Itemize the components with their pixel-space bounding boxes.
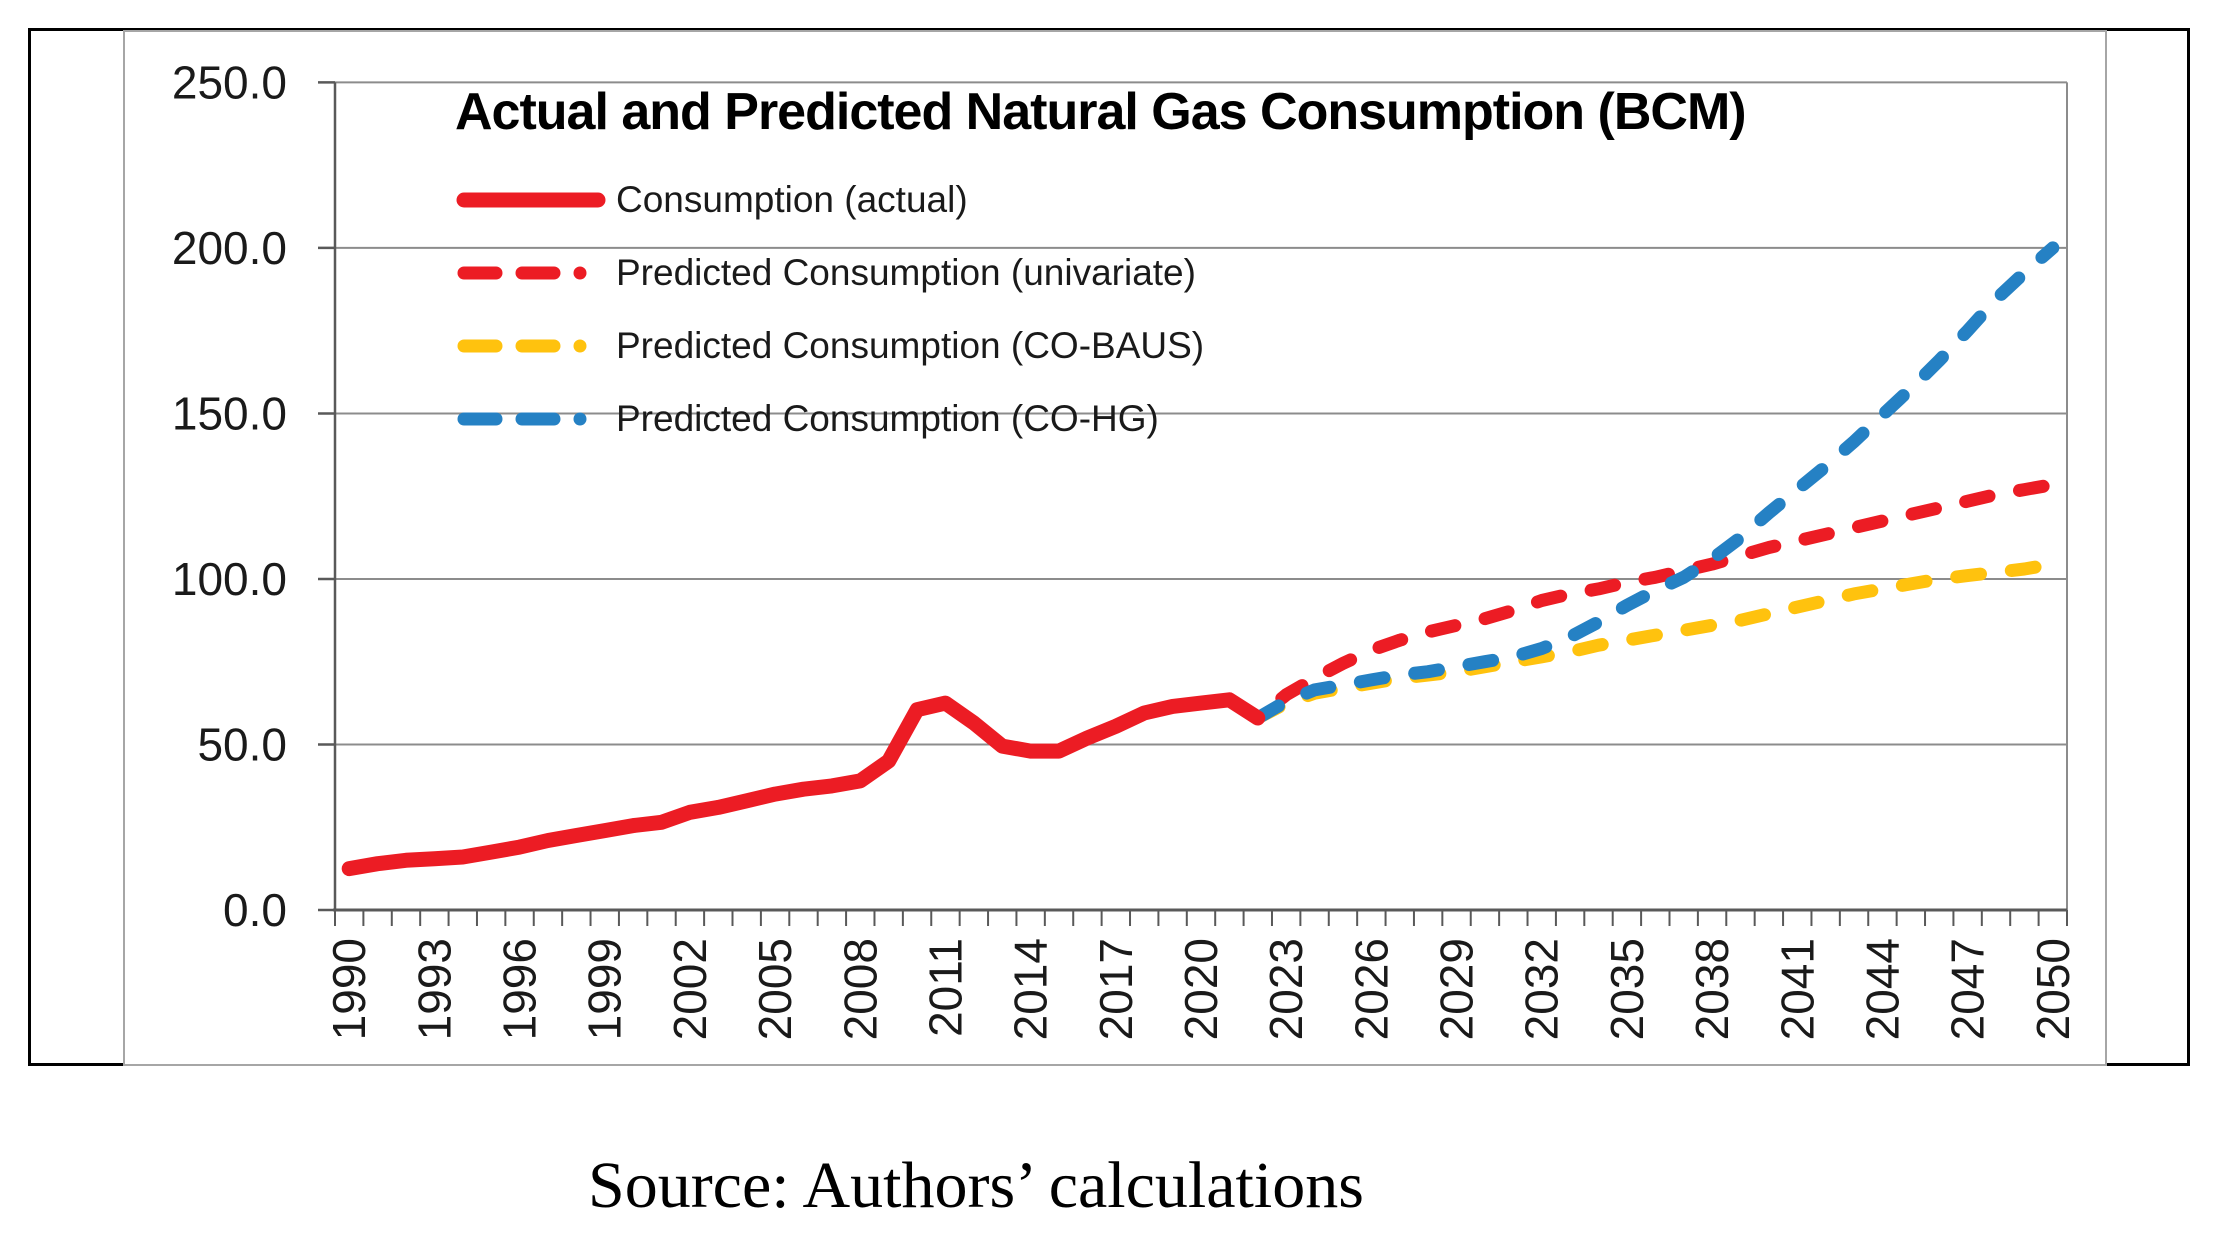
x-tick-label: 2008 xyxy=(834,938,886,1040)
x-tick-label: 2014 xyxy=(1005,938,1057,1040)
y-tick-label: 0.0 xyxy=(223,884,287,936)
y-tick-label: 100.0 xyxy=(172,553,287,605)
legend-label-co-hg: Predicted Consumption (CO-HG) xyxy=(616,398,1159,439)
x-tick-label: 2038 xyxy=(1686,938,1738,1040)
x-tick-label: 2002 xyxy=(664,938,716,1040)
y-tick-label: 250.0 xyxy=(172,56,287,108)
chart-legend: Consumption (actual) Predicted Consumpti… xyxy=(456,176,1204,468)
series-path-univariate xyxy=(1251,478,2060,725)
legend-label-actual: Consumption (actual) xyxy=(616,179,968,220)
y-tick-label: 200.0 xyxy=(172,222,287,274)
x-tick-label: 2041 xyxy=(1771,938,1823,1040)
x-tick-label: 2005 xyxy=(749,938,801,1040)
y-tick-label: 50.0 xyxy=(197,718,287,770)
x-tick-label: 2029 xyxy=(1431,938,1483,1040)
x-tick-label: 1990 xyxy=(323,938,375,1040)
x-tick-label: 2047 xyxy=(1942,938,1994,1040)
x-tick-label: 2023 xyxy=(1260,938,1312,1040)
series-path-co-baus xyxy=(1251,557,2060,725)
x-tick-label: 2044 xyxy=(1856,938,1908,1040)
series-path-actual xyxy=(341,692,1266,877)
x-tick-label: 2050 xyxy=(2027,938,2079,1040)
chart-title: Actual and Predicted Natural Gas Consump… xyxy=(455,83,1747,141)
x-tick-label: 2011 xyxy=(919,938,971,1037)
legend-key-univariate-line xyxy=(457,266,605,280)
x-tick-label: 2017 xyxy=(1090,938,1142,1040)
x-tick-label: 1996 xyxy=(494,938,546,1040)
legend-label-univariate: Predicted Consumption (univariate) xyxy=(616,252,1196,293)
legend-item-co-baus: Predicted Consumption (CO-BAUS) xyxy=(456,322,1204,370)
x-tick-label: 2035 xyxy=(1601,938,1653,1040)
legend-label-co-baus: Predicted Consumption (CO-BAUS) xyxy=(616,325,1205,366)
source-caption: Source: Authors’ calculations xyxy=(588,1149,1364,1222)
legend-key-co-hg-line xyxy=(457,412,605,426)
series-path-co-hg xyxy=(1251,241,2060,725)
legend-item-co-hg: Predicted Consumption (CO-HG) xyxy=(456,395,1204,443)
legend-key-co-baus-line xyxy=(457,339,605,353)
x-tick-label: 1999 xyxy=(579,938,631,1040)
legend-key-actual-line xyxy=(456,192,606,208)
x-tick-label: 2020 xyxy=(1175,938,1227,1040)
x-tick-label: 1993 xyxy=(408,938,460,1040)
x-tick-label: 2026 xyxy=(1345,938,1397,1040)
legend-item-univariate: Predicted Consumption (univariate) xyxy=(456,249,1204,297)
y-tick-label: 150.0 xyxy=(172,387,287,439)
x-tick-label: 2032 xyxy=(1516,938,1568,1040)
legend-item-actual: Consumption (actual) xyxy=(456,176,1204,224)
